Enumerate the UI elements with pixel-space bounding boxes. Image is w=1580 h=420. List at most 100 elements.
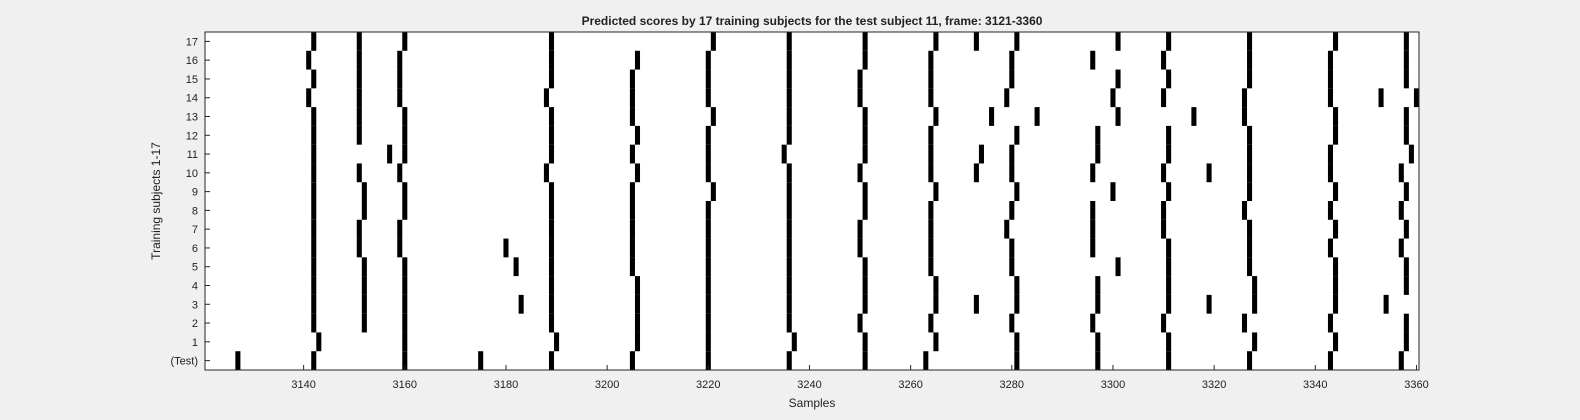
mark-row-0-6 xyxy=(705,351,711,370)
mark-row-12-9 xyxy=(1014,125,1020,145)
mark-row-11-7 xyxy=(862,144,868,164)
x-tick-label: 3160 xyxy=(393,379,417,391)
mark-row-13-6 xyxy=(786,107,792,126)
mark-row-17-2 xyxy=(402,32,408,51)
mark-row-0-7 xyxy=(786,351,792,370)
mark-row-16-13 xyxy=(1327,50,1334,70)
mark-row-10-4 xyxy=(634,163,641,183)
mark-row-17-13 xyxy=(1333,32,1339,51)
mark-row-13-0 xyxy=(311,107,317,126)
mark-row-2-4 xyxy=(634,313,641,333)
mark-row-17-9 xyxy=(1014,32,1020,51)
mark-row-0-3 xyxy=(478,351,484,370)
mark-row-14-11 xyxy=(1161,88,1167,108)
mark-row-17-6 xyxy=(862,32,868,51)
mark-row-14-6 xyxy=(786,88,792,108)
mark-row-8-8 xyxy=(928,201,934,220)
mark-row-3-14 xyxy=(1206,294,1212,314)
mark-row-11-0 xyxy=(311,144,317,164)
mark-row-14-7 xyxy=(857,88,863,108)
mark-row-17-1 xyxy=(356,32,362,51)
mark-row-5-11 xyxy=(1115,257,1121,277)
mark-row-13-4 xyxy=(629,107,635,126)
mark-row-16-8 xyxy=(928,50,934,70)
mark-row-1-6 xyxy=(862,332,868,352)
mark-row-11-4 xyxy=(629,144,635,164)
mark-row-5-10 xyxy=(1009,257,1015,277)
mark-row-5-7 xyxy=(786,257,792,277)
mark-row-9-14 xyxy=(1403,182,1409,201)
mark-row-17-0 xyxy=(311,32,317,51)
mark-row-4-9 xyxy=(1014,276,1020,295)
mark-row-11-13 xyxy=(1247,144,1253,164)
mark-row-1-8 xyxy=(1014,332,1020,352)
mark-row-1-5 xyxy=(791,332,797,352)
mark-row-11-3 xyxy=(548,144,555,164)
mark-row-6-9 xyxy=(928,238,934,258)
mark-row-16-6 xyxy=(786,50,792,70)
mark-row-16-4 xyxy=(634,50,641,70)
x-tick-label: 3320 xyxy=(1202,379,1226,391)
mark-row-14-10 xyxy=(1110,88,1116,108)
mark-row-5-9 xyxy=(928,257,934,277)
mark-row-5-3 xyxy=(513,257,519,277)
mark-row-9-1 xyxy=(361,182,367,201)
mark-row-7-13 xyxy=(1333,219,1339,239)
mark-row-7-9 xyxy=(1004,219,1010,239)
mark-row-15-0 xyxy=(311,69,317,89)
mark-row-0-8 xyxy=(862,351,868,370)
mark-row-15-14 xyxy=(1403,69,1409,89)
mark-row-10-12 xyxy=(1161,163,1167,183)
mark-row-9-3 xyxy=(548,182,555,201)
mark-row-10-15 xyxy=(1327,163,1334,183)
mark-row-6-12 xyxy=(1166,238,1172,258)
mark-row-9-4 xyxy=(629,182,635,201)
mark-row-0-13 xyxy=(1247,351,1253,370)
mark-row-12-12 xyxy=(1247,125,1253,145)
mark-row-17-5 xyxy=(786,32,792,51)
mark-row-10-16 xyxy=(1398,163,1404,183)
x-tick-label: 3180 xyxy=(494,379,518,391)
mark-row-6-15 xyxy=(1398,238,1404,258)
mark-row-3-10 xyxy=(973,294,979,314)
mark-row-4-14 xyxy=(1403,276,1409,295)
mark-row-5-14 xyxy=(1333,257,1339,277)
mark-row-2-9 xyxy=(1009,313,1015,333)
mark-row-9-11 xyxy=(1166,182,1172,201)
mark-row-12-0 xyxy=(311,125,317,145)
mark-row-2-3 xyxy=(548,313,555,333)
mark-row-6-0 xyxy=(311,238,317,258)
mark-row-2-0 xyxy=(311,313,317,333)
mark-row-14-9 xyxy=(1004,88,1010,108)
mark-row-8-12 xyxy=(1241,201,1248,220)
y-tick-label: 11 xyxy=(187,149,198,161)
mark-row-16-12 xyxy=(1247,50,1253,70)
mark-row-17-8 xyxy=(973,32,979,51)
mark-row-8-0 xyxy=(311,201,317,220)
mark-row-13-11 xyxy=(1115,107,1121,126)
x-tick-label: 3220 xyxy=(696,379,720,391)
mark-row-7-0 xyxy=(311,219,317,239)
mark-row-15-2 xyxy=(397,69,403,89)
mark-row-17-4 xyxy=(710,32,716,51)
mark-row-10-0 xyxy=(311,163,317,183)
mark-row-4-11 xyxy=(1166,276,1172,295)
mark-row-4-4 xyxy=(634,276,641,295)
mark-row-1-0 xyxy=(316,332,322,352)
mark-row-5-12 xyxy=(1166,257,1172,277)
mark-row-2-6 xyxy=(786,313,792,333)
mark-row-10-10 xyxy=(1009,163,1015,183)
mark-row-4-2 xyxy=(402,276,408,295)
y-tick-label: 6 xyxy=(192,243,198,255)
mark-row-1-11 xyxy=(1252,332,1258,352)
y-tick-label: 5 xyxy=(192,262,198,274)
mark-row-6-3 xyxy=(503,238,509,258)
mark-row-10-3 xyxy=(543,163,549,183)
mark-row-4-10 xyxy=(1095,276,1101,295)
mark-row-12-1 xyxy=(356,125,362,145)
mark-row-3-16 xyxy=(1333,294,1339,314)
mark-row-5-0 xyxy=(311,257,317,277)
mark-row-13-9 xyxy=(989,107,995,126)
mark-row-0-4 xyxy=(548,351,555,370)
mark-row-12-10 xyxy=(1095,125,1101,145)
